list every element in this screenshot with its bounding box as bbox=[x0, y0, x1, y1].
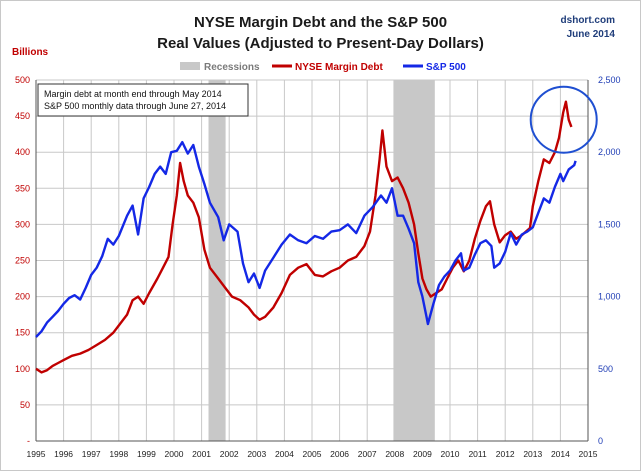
highlight-circle bbox=[529, 85, 598, 154]
left-tick-label: 400 bbox=[15, 147, 30, 157]
x-axis-ticks: 1995 1996 1997 1998 1999 2000 2001 2002 2003 2004… bbox=[27, 449, 598, 459]
left-tick-label: 100 bbox=[15, 364, 30, 374]
legend-sp500-label: S&P 500 bbox=[426, 62, 466, 73]
credit-date: June 2014 bbox=[566, 29, 615, 40]
x-tick-label: 2009 bbox=[413, 449, 432, 459]
chart-subtitle: Real Values (Adjusted to Present-Day Dol… bbox=[157, 35, 484, 52]
axes bbox=[35, 80, 589, 442]
x-tick-label: 2007 bbox=[358, 449, 377, 459]
sp500-line bbox=[35, 140, 577, 338]
left-tick-label: 350 bbox=[15, 183, 30, 193]
right-tick-label: 2,000 bbox=[598, 147, 621, 157]
series-lines bbox=[35, 100, 577, 374]
chart-title: NYSE Margin Debt and the S&P 500 bbox=[193, 14, 448, 31]
credit-site: dshort.com bbox=[560, 15, 615, 26]
left-tick-label: 450 bbox=[15, 111, 30, 121]
x-tick-label: 1998 bbox=[109, 449, 128, 459]
x-tick-label: 2011 bbox=[468, 449, 487, 459]
left-tick-label: 200 bbox=[15, 292, 30, 302]
left-axis-ticks: - 50 100 150 200 250 300 350 400 450 500 bbox=[15, 75, 30, 446]
x-tick-label: 2001 bbox=[192, 449, 211, 459]
peak-highlight-circle bbox=[529, 85, 598, 154]
x-tick-label: 2006 bbox=[330, 449, 349, 459]
x-tick-label: 2008 bbox=[385, 449, 404, 459]
x-tick-label: 2000 bbox=[165, 449, 184, 459]
left-tick-label: 150 bbox=[15, 328, 30, 338]
annotation-line: Margin debt at month end through May 201… bbox=[44, 89, 222, 99]
right-axis-ticks: 0 500 1,000 1,500 2,000 2,500 bbox=[598, 75, 621, 446]
left-tick-label: 250 bbox=[15, 256, 30, 266]
x-tick-label: 2005 bbox=[303, 449, 322, 459]
right-tick-label: 1,500 bbox=[598, 219, 621, 229]
right-tick-label: 0 bbox=[598, 436, 603, 446]
left-tick-label: 500 bbox=[15, 75, 30, 85]
x-tick-label: 2010 bbox=[441, 449, 460, 459]
left-axis-label: Billions bbox=[12, 47, 49, 58]
right-tick-label: 500 bbox=[598, 364, 613, 374]
x-tick-label: 2012 bbox=[496, 449, 515, 459]
x-tick-label: 2002 bbox=[220, 449, 239, 459]
x-tick-label: 2003 bbox=[247, 449, 266, 459]
x-tick-label: 2015 bbox=[579, 449, 598, 459]
left-tick-label: 300 bbox=[15, 219, 30, 229]
margin-debt-line bbox=[35, 100, 573, 374]
annotation-box: Margin debt at month end through May 201… bbox=[37, 83, 249, 117]
x-tick-label: 1996 bbox=[54, 449, 73, 459]
annotation-box-border bbox=[37, 83, 249, 117]
legend-margin-debt-label: NYSE Margin Debt bbox=[295, 62, 383, 73]
source-credit: dshort.com June 2014 bbox=[561, 14, 615, 42]
right-tick-label: 2,500 bbox=[598, 75, 621, 85]
x-tick-label: 2014 bbox=[551, 449, 570, 459]
gridlines bbox=[35, 79, 589, 441]
x-tick-label: 1995 bbox=[27, 449, 46, 459]
legend-recession-label: Recessions bbox=[204, 62, 260, 73]
left-tick-label: - bbox=[27, 436, 30, 446]
x-tick-label: 1997 bbox=[82, 449, 101, 459]
right-tick-label: 1,000 bbox=[598, 292, 621, 302]
legend: Recessions NYSE Margin Debt S&P 500 bbox=[180, 62, 466, 73]
x-tick-label: 2004 bbox=[275, 449, 294, 459]
x-tick-label: 2013 bbox=[523, 449, 542, 459]
legend-recession-swatch bbox=[180, 62, 200, 70]
annotation-line: S&P 500 monthly data through June 27, 20… bbox=[44, 101, 226, 111]
left-tick-label: 50 bbox=[20, 400, 30, 410]
x-tick-label: 1999 bbox=[137, 449, 156, 459]
